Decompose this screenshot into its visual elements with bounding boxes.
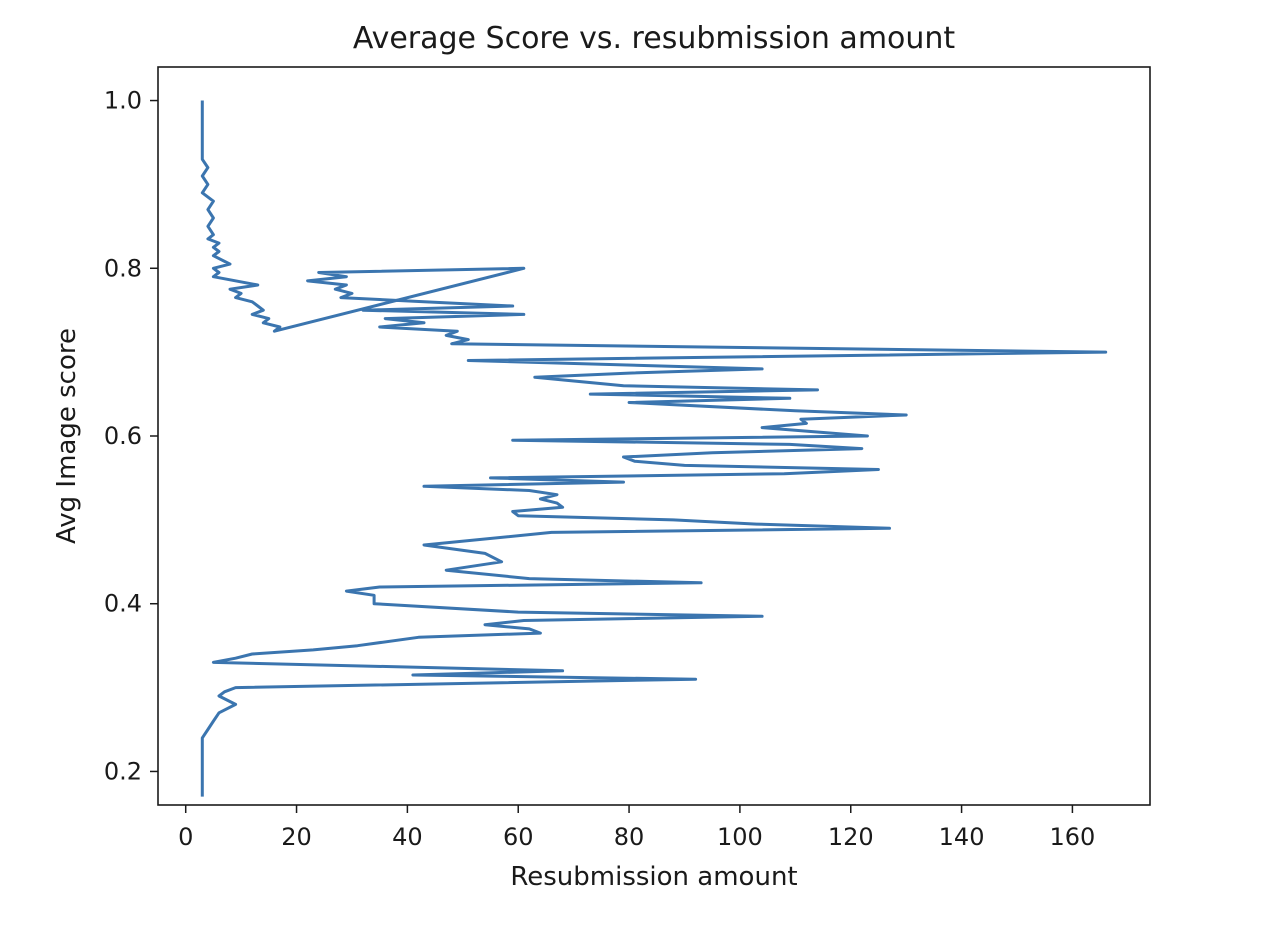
y-axis-ticks: 0.2 0.4 0.6 0.8 1.0 [104,87,158,785]
x-tick-label: 100 [717,823,763,851]
y-axis-label: Avg Image score [52,328,82,544]
x-tick-label: 80 [614,823,645,851]
x-tick-label: 0 [178,823,193,851]
x-tick-label: 20 [281,823,312,851]
plot-area-frame [157,66,1151,806]
x-tick-label: 160 [1050,823,1096,851]
y-tick-label: 0.4 [104,590,142,618]
series-layer [200,100,1108,797]
x-axis-label: Resubmission amount [510,862,797,892]
y-tick-label: 0.8 [104,254,142,282]
x-tick-label: 140 [939,823,985,851]
y-tick-label: 0.2 [104,757,142,785]
series-line-0 [200,100,1108,797]
y-tick-label: 0.6 [104,422,142,450]
x-tick-label: 60 [503,823,534,851]
x-axis-ticks: 0 20 40 60 80 100 120 140 160 [178,805,1095,851]
x-tick-label: 40 [392,823,423,851]
chart-title: Average Score vs. resubmission amount [353,21,956,56]
x-tick-label: 120 [828,823,874,851]
y-tick-label: 1.0 [104,87,142,115]
